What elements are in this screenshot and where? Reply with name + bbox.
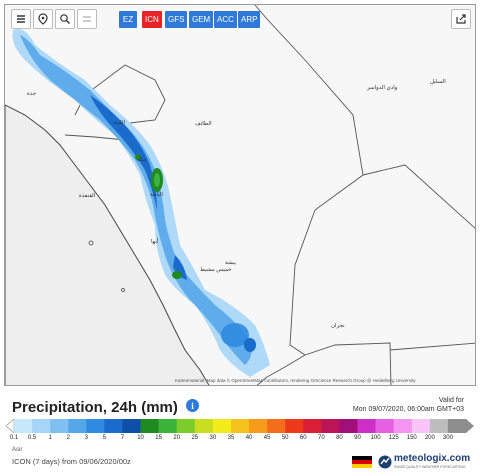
- legend-tick-label: 10: [137, 435, 144, 441]
- place-label: ﺃﺑﻬﺎ: [151, 239, 159, 245]
- zoom-icon[interactable]: [55, 9, 75, 29]
- legend-tick-label: 60: [299, 435, 307, 441]
- menu-icon[interactable]: [11, 9, 31, 29]
- legend-tick-label: 70: [318, 435, 325, 441]
- model-button-arp[interactable]: ARP: [238, 11, 261, 28]
- legend-tick-label: 7: [120, 435, 125, 441]
- legend-tick-label: 125: [388, 435, 399, 441]
- legend-swatch: [104, 419, 123, 433]
- legend-tick-label: 150: [406, 435, 417, 441]
- legend-swatch: [212, 419, 232, 433]
- legend-swatch: [176, 419, 196, 433]
- legend-left-arrow: [6, 419, 15, 433]
- legend-swatch: [411, 419, 431, 433]
- weather-map[interactable]: EZ ICN GFS GEM ACC ARP ﺟﺪﺓ ﺍﻟﻠﻴﺚ ﺍﻟﻄﺎﺋﻒ …: [4, 4, 476, 386]
- legend-tick-label: 1: [48, 435, 52, 441]
- legend-tick-label: 0.5: [27, 435, 37, 441]
- legend-swatch: [285, 419, 304, 433]
- legend-swatch: [267, 419, 286, 433]
- legend-swatch: [393, 419, 413, 433]
- legend-tick-label: 25: [191, 435, 199, 441]
- model-button-icn[interactable]: ICN: [142, 11, 162, 28]
- legend-swatch: [122, 419, 141, 433]
- place-label: ﻭﺍﺩﻱ ﺍﻟﺪﻭﺍﺳﺮ: [367, 85, 398, 91]
- legend-swatch: [230, 419, 250, 433]
- legend-swatch: [140, 419, 159, 433]
- place-label: ﻣﻜﺔ: [137, 157, 146, 163]
- valid-for-label: Valid for: [438, 397, 464, 404]
- place-label: ﺍﻟﻠﻴﺚ: [113, 120, 126, 126]
- precipitation-overlay: [12, 29, 270, 377]
- legend-swatch: [158, 419, 178, 433]
- place-label: ﺍﻟﻘﻨﻔﺬﺓ: [79, 193, 96, 199]
- legend-swatch: [14, 419, 33, 433]
- legend-tick-label: 100: [370, 435, 381, 441]
- model-button-gfs[interactable]: GFS: [165, 11, 188, 28]
- legend-tick-label: 35: [227, 435, 235, 441]
- legend-tick-label: 200: [424, 435, 435, 441]
- legend-tick-label: 2: [66, 435, 70, 441]
- legend-swatch: [32, 419, 51, 433]
- legend-tick-label: 20: [173, 435, 181, 441]
- model-run-info: ICON (7 days) from 09/06/2020/00z: [12, 457, 131, 466]
- legend-tick-label: 300: [442, 435, 453, 441]
- legend-tick-label: 5: [102, 435, 107, 441]
- model-button-gem[interactable]: GEM: [189, 11, 214, 28]
- legend-swatch: [321, 419, 340, 433]
- legend-swatch: [303, 419, 322, 433]
- brand-tagline: SWISS QUALITY WEATHER FORECASTING: [394, 465, 466, 469]
- place-label: ﺟﺪﺓ: [27, 91, 37, 97]
- legend-tick-label: 80: [336, 435, 343, 441]
- model-button-acc[interactable]: ACC: [214, 11, 237, 28]
- legend-swatch: [429, 419, 449, 433]
- legend-swatch: [194, 419, 214, 433]
- legend-swatch: [375, 419, 394, 433]
- meteologix-logo-icon: [378, 455, 392, 469]
- legend-tick-label: 40: [245, 435, 253, 441]
- location-pin-icon[interactable]: [33, 9, 53, 29]
- legend-swatch: [86, 419, 105, 433]
- legend-tick-label: 90: [354, 435, 361, 441]
- place-label: ﻧﺠﺮﺍﻥ: [331, 323, 345, 329]
- model-button-ez[interactable]: EZ: [119, 11, 137, 28]
- legend-colorbar: [6, 419, 474, 433]
- place-label: ﺍﻟﻄﺎﺋﻒ: [195, 121, 212, 127]
- place-label: ﺍﻟﺴﻠﻴﻞ: [430, 79, 446, 85]
- share-icon[interactable]: [451, 9, 471, 29]
- legend-swatch: [50, 419, 69, 433]
- brand-name[interactable]: meteologix.com: [394, 453, 471, 464]
- place-label: ﺑﻴﺸﺔ: [225, 260, 237, 266]
- place-label: ﺧﻤﻴﺲ ﻣﺸﻴﻂ: [200, 267, 232, 273]
- legend-swatch: [339, 419, 358, 433]
- legend-tick-label: 15: [155, 435, 162, 441]
- legend-swatch: [68, 419, 87, 433]
- sea-area: [5, 104, 210, 385]
- place-label: ﺍﻟﺒﺎﺣﺔ: [150, 192, 163, 198]
- legend-swatch: [357, 419, 376, 433]
- valid-time: Mon 09/07/2020, 06:00am GMT+03: [352, 406, 464, 413]
- legend-tick-label: 0.1: [9, 435, 19, 441]
- legend-tick-label: 50: [281, 435, 289, 441]
- map-attribution: Kartenmaterial: Map data © OpenStreetMap…: [175, 378, 416, 383]
- legend-tick-label: 3: [84, 435, 88, 441]
- legend-swatch: [447, 419, 467, 433]
- layers-icon[interactable]: [77, 9, 97, 29]
- map-canvas: [5, 5, 475, 385]
- page-title: Precipitation, 24h (mm): [12, 399, 178, 416]
- info-icon[interactable]: i: [186, 399, 199, 412]
- legend-swatch: [249, 419, 268, 433]
- legend-right-arrow: [466, 419, 474, 433]
- site-name: Asir: [12, 447, 23, 453]
- legend-tick-label: 45: [263, 435, 271, 441]
- germany-flag-icon: [352, 456, 372, 468]
- legend-tick-label: 30: [209, 435, 217, 441]
